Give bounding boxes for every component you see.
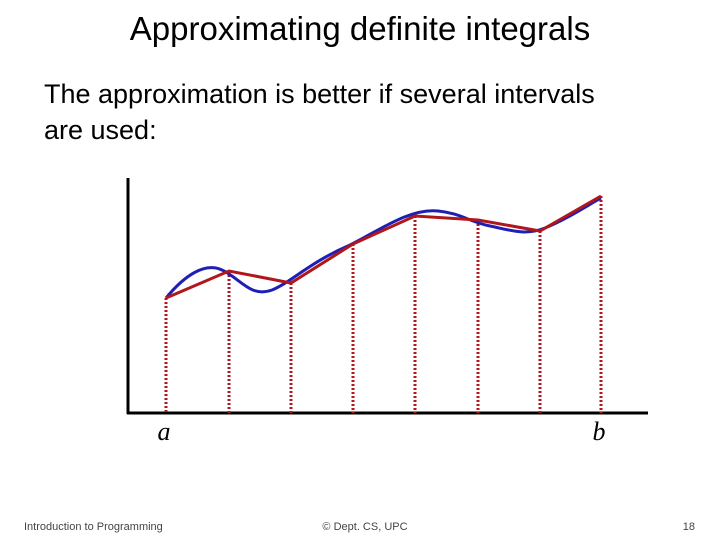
footer-left: Introduction to Programming [24, 521, 163, 533]
body-line: The approximation is better if several i… [44, 79, 595, 109]
slide-title: Approximating definite integrals [130, 10, 590, 47]
footer-center: © Dept. CS, UPC [322, 521, 407, 533]
label-b: b [593, 417, 606, 446]
function-curve [164, 196, 602, 299]
body-line: are used: [44, 115, 157, 145]
label-a: a [158, 417, 171, 446]
diagram: a b [126, 178, 648, 446]
trapezoid-approximation [165, 194, 602, 300]
page-number: 18 [683, 521, 695, 533]
interval-lines [164, 196, 603, 413]
